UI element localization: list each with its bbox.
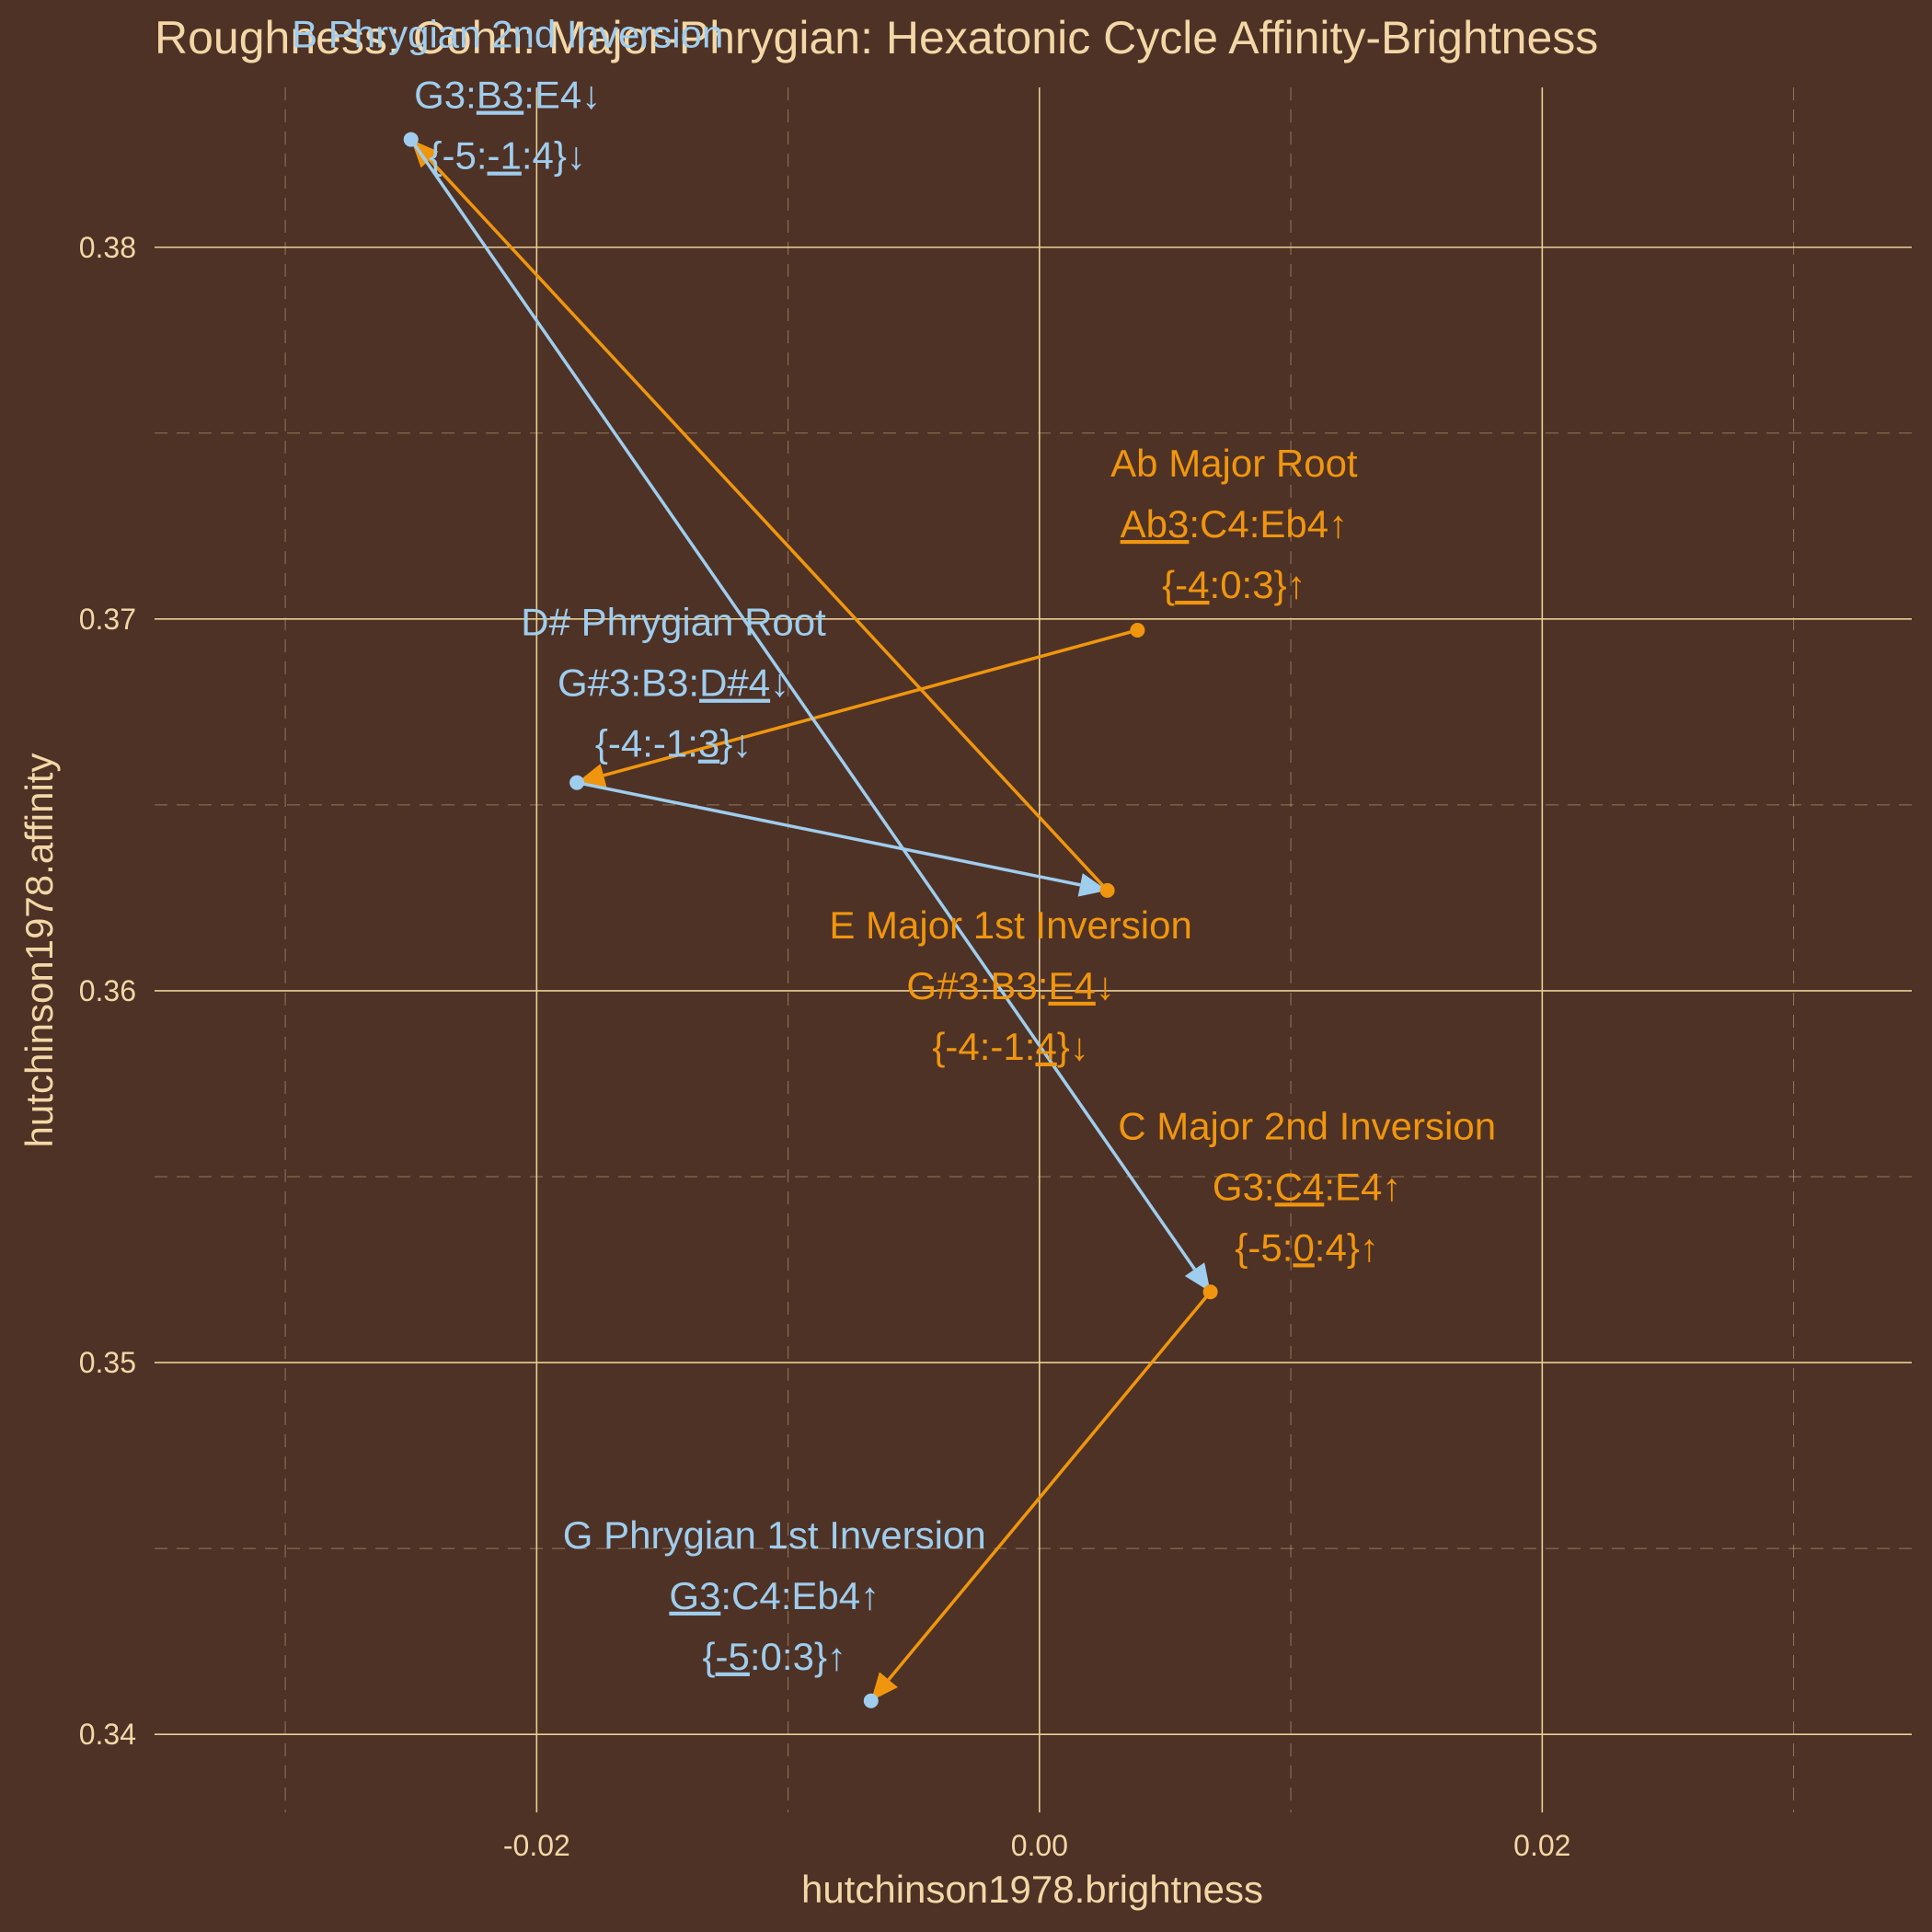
x-axis-title: hutchinson1978.brightness — [801, 1868, 1263, 1911]
x-tick-label: 0.02 — [1513, 1829, 1570, 1862]
point-label-segment: {-4:-1: — [932, 1025, 1035, 1068]
point-label-line: {-4:0:3}↑ — [1162, 563, 1305, 606]
point-label-segment: Ab Major Root — [1110, 442, 1358, 485]
point-label-segment: { — [1162, 563, 1175, 606]
x-tick-labels: -0.02 0.00 0.02 — [503, 1829, 1571, 1862]
arrow-line — [603, 628, 1138, 777]
data-point — [1202, 1284, 1218, 1300]
point-label-line: {-5:-1:4}↓ — [429, 134, 585, 178]
arrow-head — [1077, 873, 1108, 897]
arrow-head — [410, 139, 439, 168]
point-label-line: {-4:-1:3}↓ — [595, 722, 752, 765]
arrow-head — [1184, 1262, 1211, 1293]
point-label-segment: ↓ — [1096, 964, 1115, 1007]
point-label-segment: -5 — [716, 1635, 750, 1678]
point-label-segment: :4}↑ — [1315, 1225, 1379, 1269]
point-label: B Phrygian 2nd Inversion G3:B3:E4↓ {-5:-1:… — [292, 13, 723, 178]
point-label-segment: {-4:-1: — [595, 722, 698, 765]
point-label-line: G3:B3:E4↓ — [414, 74, 601, 117]
point-label-line: Ab Major Root — [1110, 442, 1358, 485]
point-label-line: G#3:B3:D#4↓ — [558, 661, 789, 705]
point-label-segment: G3: — [414, 74, 477, 117]
y-tick-labels: 0.34 0.35 0.36 0.37 0.38 — [79, 231, 136, 1751]
y-tick-label: 0.35 — [79, 1346, 136, 1379]
point-label-segment: B Phrygian 2nd Inversion — [292, 13, 723, 56]
chart-title: Roughness: Cohn: Major-Phrygian: Hexaton… — [155, 12, 1598, 63]
point-label-segment: {-5: — [1235, 1225, 1293, 1269]
arrow-head — [870, 1672, 898, 1701]
point-label-segment: 0 — [1293, 1225, 1314, 1269]
arrow-line — [576, 780, 1081, 887]
point-label-segment: { — [703, 1635, 716, 1678]
grid — [155, 87, 1912, 1812]
point-label-segment: Ab3 — [1121, 502, 1190, 546]
point-label-line: {-5:0:3}↑ — [703, 1635, 846, 1678]
y-axis-title: hutchinson1978.affinity — [17, 753, 61, 1148]
points — [403, 132, 1218, 1708]
point-label-segment: :C4:Eb4↑ — [720, 1574, 880, 1617]
point-label-segment: :C4:Eb4↑ — [1189, 502, 1348, 546]
point-label: E Major 1st InversionG#3:B3:E4↓{-4:-1:4}… — [829, 903, 1192, 1068]
point-label-line: {-5:0:4}↑ — [1235, 1225, 1378, 1269]
point-label-segment: G3 — [669, 1574, 720, 1617]
point-label-segment: D#4 — [699, 661, 770, 705]
point-label-segment: G Phrygian 1st Inversion — [563, 1513, 986, 1557]
point-label-segment: :4}↓ — [522, 134, 586, 178]
point-label-segment: G#3:B3: — [558, 661, 699, 705]
point-label-line: G#3:B3:E4↓ — [906, 964, 1114, 1007]
arrows — [409, 138, 1212, 1701]
point-label-line: {-4:-1:4}↓ — [932, 1025, 1088, 1068]
point-label-line: D# Phrygian Root — [521, 601, 826, 644]
point-label-line: Ab3:C4:Eb4↑ — [1121, 502, 1349, 546]
point-label-segment: }↓ — [719, 722, 752, 765]
point-label-line: G3:C4:Eb4↑ — [669, 1574, 880, 1617]
point-label-segment: G#3:B3: — [906, 964, 1048, 1007]
point-label-segment: :0:3}↑ — [1210, 563, 1306, 606]
arrow-line — [409, 138, 1196, 1271]
point-label-segment: :0:3}↑ — [750, 1635, 846, 1678]
point-label-segment: -4 — [1175, 563, 1209, 606]
y-tick-label: 0.34 — [79, 1718, 136, 1751]
point-label-line: B Phrygian 2nd Inversion — [292, 13, 723, 56]
point-label-segment: }↓ — [1057, 1025, 1089, 1068]
point-label-segment: E4 — [1048, 964, 1095, 1007]
point-label-segment: :E4↑ — [1324, 1165, 1401, 1208]
data-point — [1099, 882, 1115, 898]
point-label-line: G Phrygian 1st Inversion — [563, 1513, 986, 1557]
y-tick-label: 0.36 — [79, 974, 136, 1007]
point-label-segment: C Major 2nd Inversion — [1118, 1104, 1496, 1147]
point-label-segment: C4 — [1275, 1165, 1325, 1208]
y-tick-label: 0.37 — [79, 603, 136, 636]
arrow-line — [428, 158, 1109, 892]
data-point — [863, 1693, 879, 1708]
point-labels: B Phrygian 2nd InversionG3:B3:E4↓{-5:-1:… — [292, 13, 1496, 1678]
point-label-segment: 4 — [1035, 1025, 1056, 1068]
point-label-segment: -1 — [488, 134, 522, 178]
point-label-segment: ↓ — [770, 661, 789, 705]
point-label-line: E Major 1st Inversion — [829, 903, 1192, 947]
point-label: Ab Major Root Ab3:C4:Eb4↑ {-4:0:3}↑ — [1110, 442, 1358, 606]
x-tick-label: -0.02 — [503, 1829, 570, 1862]
data-point — [569, 775, 585, 790]
y-tick-label: 0.38 — [79, 231, 136, 264]
data-point — [403, 132, 419, 147]
point-label-segment: {-5: — [429, 134, 487, 178]
point-label: D# Phrygian Root G#3:B3:D#4↓ {-4:-1:3}↓ — [521, 601, 826, 765]
point-label-line: C Major 2nd Inversion — [1118, 1104, 1496, 1147]
point-label-line: G3:C4:E4↑ — [1213, 1165, 1401, 1208]
data-point — [1130, 622, 1145, 638]
point-label-segment: :E4↓ — [523, 74, 601, 117]
x-tick-label: 0.00 — [1011, 1829, 1068, 1862]
point-label-segment: E Major 1st Inversion — [829, 903, 1192, 947]
arrow-head — [577, 764, 607, 788]
point-label-segment: G3: — [1213, 1165, 1275, 1208]
point-label-segment: 3 — [698, 722, 719, 765]
point-label-segment: D# Phrygian Root — [521, 601, 826, 644]
point-label-segment: B3 — [477, 74, 523, 117]
point-label: G Phrygian 1st InversionG3:C4:Eb4↑{-5:0:… — [563, 1513, 986, 1678]
arrow-line — [887, 1291, 1212, 1681]
point-label: C Major 2nd Inversion G3:C4:E4↑ {-5:0:4}↑ — [1118, 1104, 1496, 1269]
